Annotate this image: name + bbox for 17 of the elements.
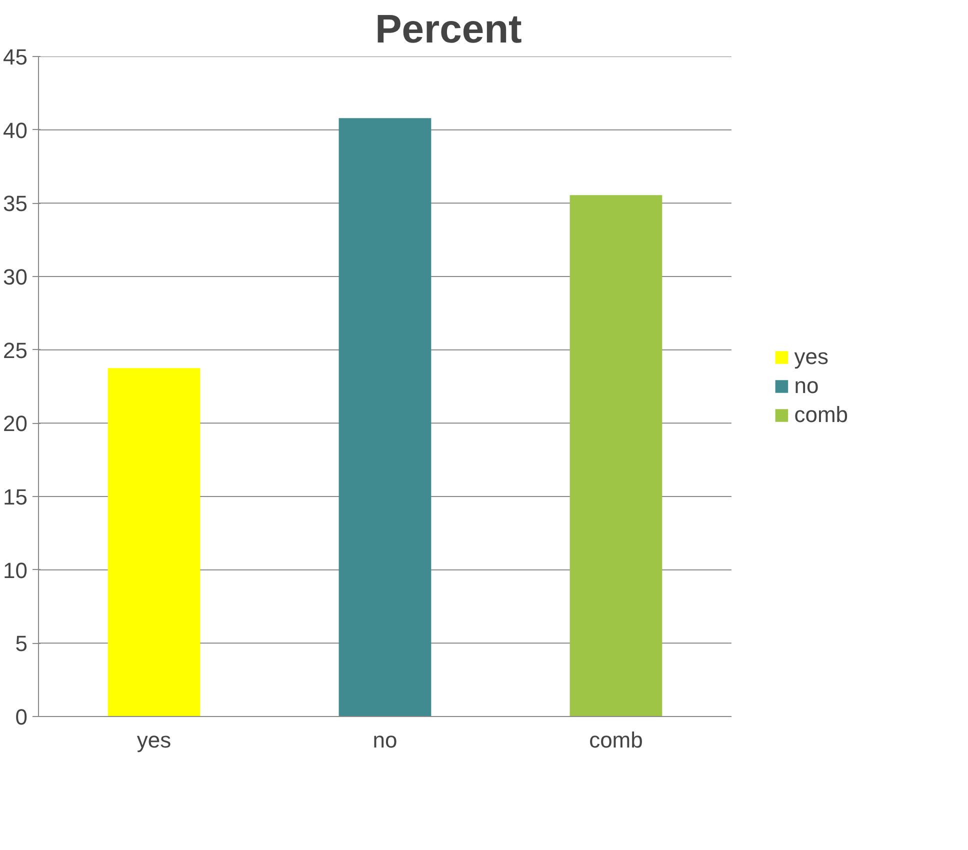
legend-label: no — [794, 373, 819, 399]
y-tick-label: 5 — [15, 631, 28, 656]
legend-label: yes — [794, 344, 828, 370]
x-tick-label: comb — [589, 728, 643, 752]
y-tick-label: 20 — [3, 411, 28, 436]
y-tick-label: 15 — [3, 484, 28, 510]
legend-label: comb — [794, 402, 848, 428]
y-tick-label: 10 — [3, 558, 28, 583]
chart-title: Percent — [375, 8, 522, 52]
x-tick-label: yes — [136, 728, 172, 752]
y-tick-label: 40 — [3, 118, 28, 143]
y-tick-label: 45 — [3, 44, 28, 70]
y-tick-label: 35 — [3, 191, 28, 216]
y-tick-label: 30 — [3, 264, 28, 290]
x-tick-label: no — [372, 728, 398, 752]
y-tick-label: 0 — [15, 704, 28, 730]
y-tick-label: 25 — [3, 338, 28, 363]
